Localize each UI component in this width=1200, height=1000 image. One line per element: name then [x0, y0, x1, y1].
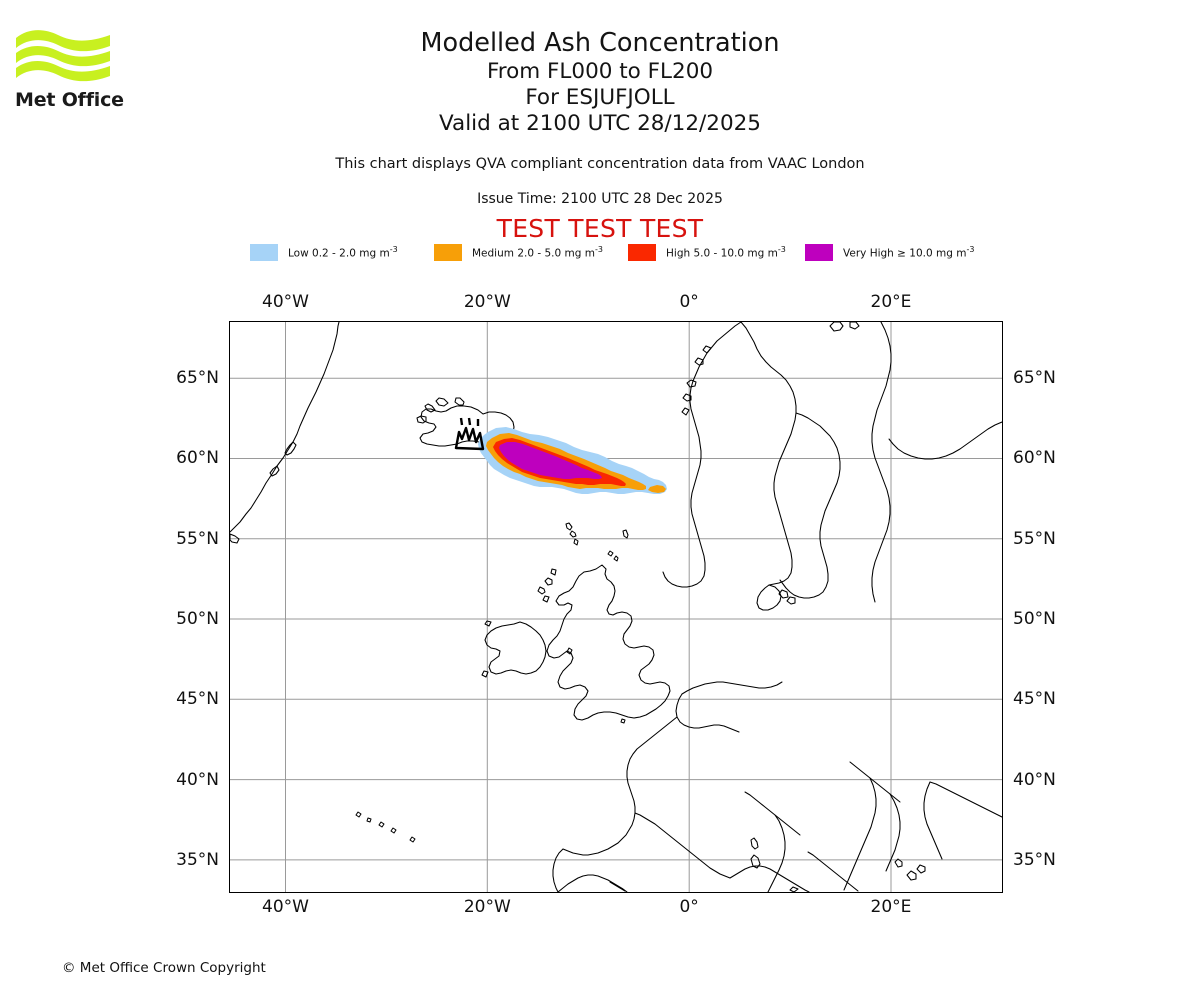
legend-label-high: High 5.0 - 10.0 mg m-3: [666, 244, 786, 260]
lon-tick-bottom: 20°W: [463, 897, 511, 917]
lat-tick-right: 45°N: [1013, 689, 1056, 710]
legend-swatch-medium: [434, 243, 462, 261]
lat-tick-left: 40°N: [176, 769, 219, 790]
legend-swatch-very-high: [805, 243, 833, 261]
lon-tick-bottom: 40°W: [262, 897, 309, 917]
concentration-legend: Low 0.2 - 2.0 mg m-3 Medium 2.0 - 5.0 mg…: [250, 242, 995, 262]
map-canvas: [230, 322, 1002, 892]
coastlines: [230, 322, 1002, 892]
legend-item-medium: Medium 2.0 - 5.0 mg m-3: [434, 242, 603, 262]
test-banner: TEST TEST TEST: [496, 214, 704, 243]
map-gridlines: [230, 322, 1002, 892]
legend-label-very-high: Very High ≥ 10.0 mg m-3: [843, 244, 975, 260]
plume-very-high-contour: [499, 442, 602, 479]
lat-tick-left: 50°N: [176, 609, 219, 630]
volcano-marker-icon: [454, 417, 485, 451]
legend-item-low: Low 0.2 - 2.0 mg m-3: [250, 242, 398, 262]
lat-tick-left: 45°N: [176, 689, 219, 710]
logo-text: Met Office: [15, 89, 124, 111]
lon-tick-bottom: 20°E: [870, 897, 912, 917]
copyright-footer: © Met Office Crown Copyright: [62, 960, 266, 976]
map-plot-area[interactable]: [229, 321, 1003, 893]
lon-tick-bottom: 0°: [679, 897, 699, 917]
lat-tick-right: 40°N: [1013, 769, 1056, 790]
issue-time: Issue Time: 2100 UTC 28 Dec 2025: [477, 191, 723, 207]
plume-tip-blob: [648, 485, 666, 493]
lat-tick-left: 55°N: [176, 528, 219, 549]
lat-tick-right: 60°N: [1013, 448, 1056, 469]
legend-label-low: Low 0.2 - 2.0 mg m-3: [288, 244, 398, 260]
lat-tick-right: 35°N: [1013, 849, 1056, 870]
lat-tick-left: 65°N: [176, 368, 219, 389]
lat-tick-right: 50°N: [1013, 609, 1056, 630]
met-office-waves-icon: [16, 30, 110, 82]
legend-label-medium: Medium 2.0 - 5.0 mg m-3: [472, 244, 603, 260]
qva-note: This chart displays QVA compliant concen…: [335, 156, 865, 172]
met-office-logo: Met Office: [14, 26, 214, 116]
lon-tick-top: 40°W: [262, 292, 309, 312]
lon-tick-top: 0°: [679, 292, 699, 312]
lon-tick-top: 20°E: [870, 292, 912, 312]
lat-tick-left: 35°N: [176, 849, 219, 870]
legend-swatch-low: [250, 243, 278, 261]
legend-item-very-high: Very High ≥ 10.0 mg m-3: [805, 242, 974, 262]
lat-tick-left: 60°N: [176, 448, 219, 469]
legend-swatch-high: [628, 243, 656, 261]
ash-plume-contours: [478, 427, 667, 494]
lat-tick-right: 55°N: [1013, 528, 1056, 549]
legend-item-high: High 5.0 - 10.0 mg m-3: [628, 242, 786, 262]
lon-tick-top: 20°W: [463, 292, 511, 312]
lat-tick-right: 65°N: [1013, 368, 1056, 389]
